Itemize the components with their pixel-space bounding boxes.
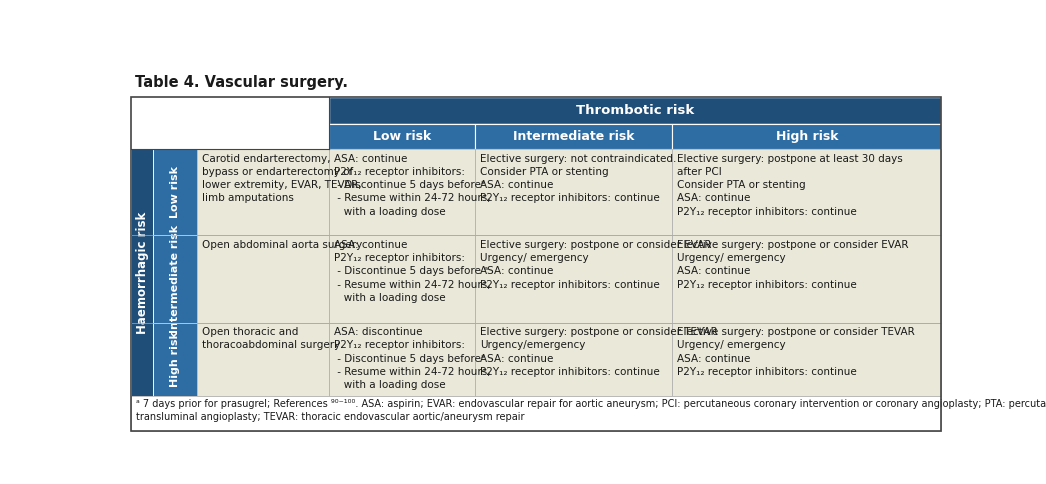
Bar [475,124,673,150]
Text: Open abdominal aorta surgery: Open abdominal aorta surgery [202,240,362,250]
Text: Elective surgery: postpone or consider TEVAR
Urgency/ emergency
ASA: continue
P2: Elective surgery: postpone or consider T… [677,327,915,377]
Text: Thrombotic risk: Thrombotic risk [576,105,695,117]
Bar [131,396,941,431]
Text: Elective surgery: postpone or consider TEVAR
Urgency/emergency
ASA: continue
P2Y: Elective surgery: postpone or consider T… [480,327,718,377]
Text: Elective surgery: postpone at least 30 days
after PCI
Consider PTA or stenting
A: Elective surgery: postpone at least 30 d… [677,154,903,217]
Text: Low risk: Low risk [373,130,431,143]
Text: Intermediate risk: Intermediate risk [170,225,180,333]
Bar [673,124,941,150]
Bar [131,150,154,396]
Bar [475,323,673,396]
Text: High risk: High risk [170,332,180,387]
Bar [329,150,475,236]
Bar [131,97,329,150]
Bar [329,124,475,150]
Text: Carotid endarterectomy,
bypass or endarterectomy of
lower extremity, EVAR, TEVAR: Carotid endarterectomy, bypass or endart… [202,154,362,203]
Bar [154,150,198,236]
Text: Elective surgery: postpone or consider EVAR
Urgency/ emergency
ASA: continue
P2Y: Elective surgery: postpone or consider E… [677,240,909,289]
Bar [198,323,329,396]
Text: ASA: continue
P2Y₁₂ receptor inhibitors:
 - Discontinue 5 days beforeᵃ
 - Resume: ASA: continue P2Y₁₂ receptor inhibitors:… [335,154,491,217]
Bar [329,323,475,396]
Bar [154,236,198,323]
Text: Intermediate risk: Intermediate risk [513,130,635,143]
Bar [154,323,198,396]
Text: ASA: continue
P2Y₁₂ receptor inhibitors:
 - Discontinue 5 days before ᵃ
 - Resum: ASA: continue P2Y₁₂ receptor inhibitors:… [335,240,491,303]
Text: Haemorrhagic risk: Haemorrhagic risk [136,212,149,334]
Text: ASA: discontinue
P2Y₁₂ receptor inhibitors:
 - Discontinue 5 days beforeᵃ
 - Res: ASA: discontinue P2Y₁₂ receptor inhibito… [335,327,491,390]
Bar [475,236,673,323]
Bar [131,97,941,431]
Bar [329,236,475,323]
Text: Elective surgery: postpone or consider EVAR
Urgency/ emergency
ASA: continue
P2Y: Elective surgery: postpone or consider E… [480,240,711,289]
Text: Table 4. Vascular surgery.: Table 4. Vascular surgery. [135,75,348,90]
Bar [673,323,941,396]
Bar [198,236,329,323]
Bar [673,150,941,236]
Text: ᵃ 7 days prior for prasugrel; References ⁹⁰⁻¹⁰⁰. ASA: aspirin; EVAR: endovascula: ᵃ 7 days prior for prasugrel; References… [136,399,1046,422]
Bar [673,236,941,323]
Bar [198,150,329,236]
Text: Low risk: Low risk [170,166,180,218]
Text: Elective surgery: not contraindicated.
Consider PTA or stenting
ASA: continue
P2: Elective surgery: not contraindicated. C… [480,154,677,203]
Text: High risk: High risk [775,130,838,143]
Bar [475,150,673,236]
Bar [329,97,941,124]
Text: Open thoracic and
thoracoabdominal surgery: Open thoracic and thoracoabdominal surge… [202,327,340,350]
